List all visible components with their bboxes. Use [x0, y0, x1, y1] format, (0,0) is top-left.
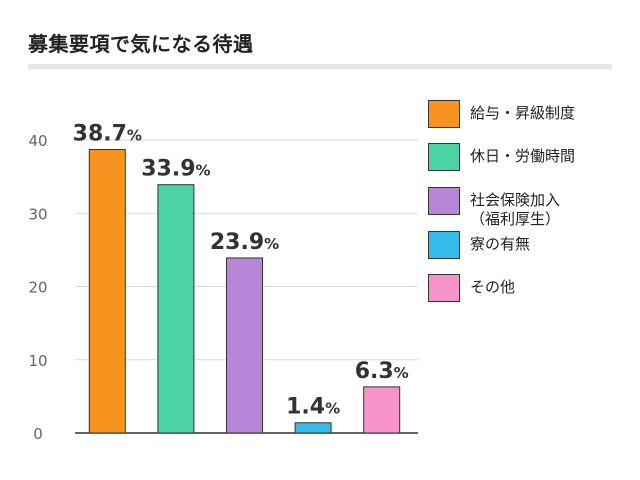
- y-tick-label: 40: [28, 132, 47, 150]
- data-label: 33.9%: [141, 157, 210, 182]
- y-tick-label: 10: [28, 352, 47, 370]
- y-tick-label: 20: [28, 279, 47, 297]
- chart-title: 募集要項で気になる待遇: [28, 32, 254, 56]
- legend-swatch-insurance: [428, 187, 460, 215]
- legend-swatch-holidays: [428, 143, 460, 171]
- data-label: 6.3%: [355, 359, 409, 384]
- y-tick-label: 0: [33, 425, 43, 443]
- bar: [294, 422, 332, 434]
- data-label: 38.7%: [73, 122, 142, 147]
- legend-label-insurance: 社会保険加入 （福利厚生）: [470, 191, 561, 228]
- data-label: 1.4%: [286, 395, 340, 420]
- legend-label-salary: 給与・昇級制度: [470, 104, 576, 122]
- legend-item-insurance: 社会保険加入 （福利厚生）: [428, 187, 560, 229]
- legend-swatch-dormitory: [428, 231, 460, 259]
- bar: [157, 184, 195, 434]
- legend-item-dormitory: 寮の有無: [428, 231, 530, 259]
- legend-label-holidays: 休日・労働時間: [470, 147, 576, 165]
- data-label: 23.9%: [210, 230, 279, 255]
- legend-item-holidays: 休日・労働時間: [428, 143, 575, 171]
- legend-item-salary: 給与・昇級制度: [428, 100, 575, 128]
- legend-swatch-other: [428, 274, 460, 302]
- legend-swatch-salary: [428, 100, 460, 128]
- title-underline: [28, 64, 612, 69]
- bar: [226, 257, 263, 434]
- bar: [363, 386, 401, 434]
- legend-item-other: その他: [428, 274, 515, 302]
- legend-label-other: その他: [470, 278, 516, 296]
- bar: [88, 149, 126, 434]
- y-tick-label: 30: [28, 205, 47, 223]
- legend-label-dormitory: 寮の有無: [470, 235, 531, 253]
